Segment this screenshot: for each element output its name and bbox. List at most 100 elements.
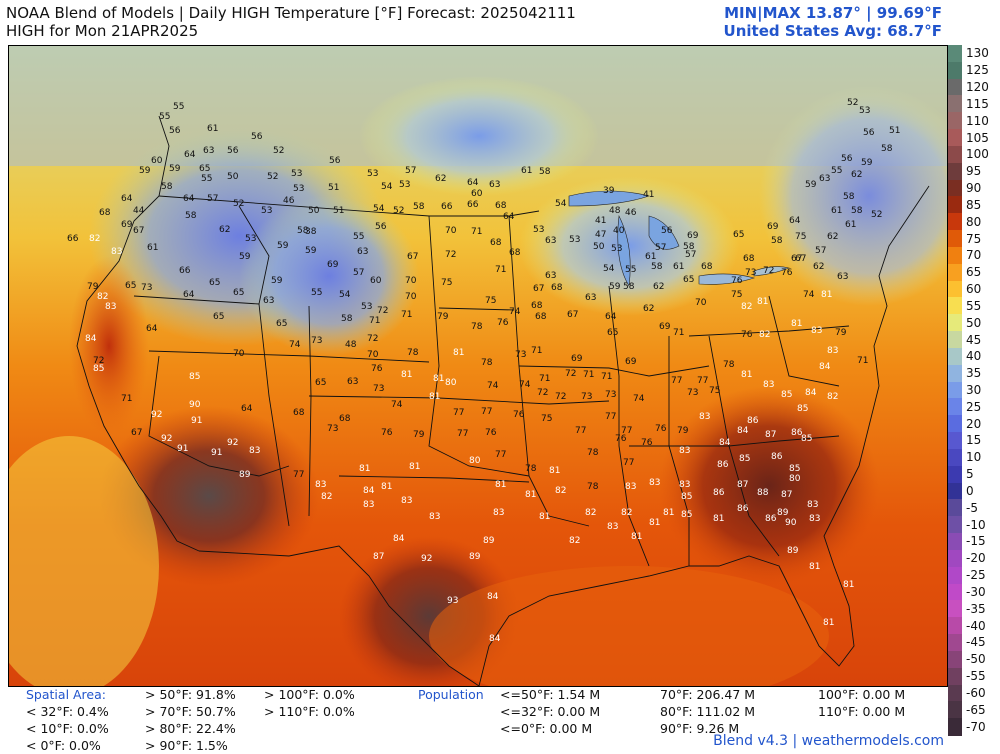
colorbar-segment	[948, 617, 962, 635]
station-temperature: 63	[263, 296, 274, 306]
station-temperature: 78	[481, 358, 493, 368]
colorbar-segment	[948, 701, 962, 719]
colorbar-segment	[948, 499, 962, 517]
station-temperature: 84	[85, 334, 97, 344]
colorbar-segment	[948, 432, 962, 450]
station-temperature: 44	[133, 206, 145, 216]
station-temperature: 50	[227, 172, 239, 182]
station-temperature: 71	[673, 328, 684, 338]
station-temperature: 56	[227, 146, 239, 156]
station-temperature: 84	[363, 486, 375, 496]
station-temperature: 68	[490, 238, 502, 248]
station-temperature: 63	[585, 293, 596, 303]
station-temperature: 70	[367, 350, 379, 360]
minmax-readout: MIN|MAX 13.87° | 99.69°F	[724, 4, 942, 22]
station-temperature: 78	[587, 482, 599, 492]
station-temperature: 59	[139, 166, 151, 176]
station-temperature: 51	[328, 183, 339, 193]
station-temperature: 71	[539, 374, 550, 384]
station-temperature: 73	[373, 384, 384, 394]
station-temperature: 53	[569, 235, 580, 245]
station-temperature: 57	[815, 246, 826, 256]
station-temperature: 81	[741, 370, 752, 380]
station-temperature: 66	[441, 202, 453, 212]
station-temperature: 52	[267, 172, 278, 182]
station-temperature: 59	[277, 241, 289, 251]
station-temperature: 67	[791, 254, 802, 264]
colorbar-tick-label: 55	[966, 298, 982, 313]
station-temperature: 55	[353, 232, 364, 242]
station-temperature: 76	[497, 318, 509, 328]
station-temperature: 77	[481, 407, 492, 417]
colorbar-tick-label: -10	[966, 517, 986, 532]
station-temperature: 83	[111, 247, 122, 257]
station-temperature: 82	[89, 234, 100, 244]
station-temperature: 68	[551, 283, 563, 293]
station-temperature: 84	[489, 634, 501, 644]
colorbar-segment	[948, 179, 962, 198]
station-temperature: 77	[495, 450, 506, 460]
title-line-1: NOAA Blend of Models | Daily HIGH Temper…	[6, 4, 576, 22]
station-temperature: 83	[679, 446, 690, 456]
footer-credit[interactable]: Blend v4.3 | weathermodels.com	[713, 733, 944, 749]
station-temperature: 58	[161, 182, 173, 192]
station-temperature: 69	[571, 354, 583, 364]
station-temperature: 70	[445, 226, 457, 236]
station-temperature: 68	[743, 254, 755, 264]
station-temperature: 84	[393, 534, 405, 544]
station-temperature: 83	[679, 480, 690, 490]
station-temperature: 73	[515, 350, 526, 360]
colorbar-tick-label: 75	[966, 231, 982, 246]
colorbar-segment	[948, 162, 962, 181]
station-temperature: 76	[371, 364, 383, 374]
colorbar-segment	[948, 263, 962, 282]
station-temperature: 76	[731, 276, 743, 286]
station-temperature: 47	[595, 230, 606, 240]
station-temperature: 78	[587, 448, 599, 458]
station-temperature: 78	[407, 348, 419, 358]
station-temperature: 58	[683, 242, 695, 252]
station-temperature: 72	[537, 388, 548, 398]
station-temperature: 55	[311, 288, 322, 298]
station-temperature: 68	[701, 262, 713, 272]
colorbar-segment	[948, 465, 962, 484]
station-temperature: 81	[401, 370, 412, 380]
station-temperature: 79	[437, 312, 449, 322]
station-temperature: 55	[625, 265, 636, 275]
temperature-map[interactable]: 55 55 56 61 63 64 56 56 52 56 60 59 59 65 50 52 53 53 54 51…	[8, 45, 948, 687]
station-temperature: 83	[809, 514, 820, 524]
station-temperature: 53	[291, 169, 302, 179]
station-temperature: 85	[681, 510, 692, 520]
station-temperature: 79	[835, 328, 847, 338]
stat-line: <=50°F: 1.54 M	[500, 687, 601, 702]
colorbar-segment	[948, 61, 962, 80]
station-temperature: 81	[713, 514, 724, 524]
colorbar-segment	[948, 684, 962, 702]
station-temperature: 78	[525, 464, 537, 474]
station-temperature: 81	[823, 618, 834, 628]
stat-line: < 10°F: 0.0%	[26, 721, 109, 736]
station-temperature: 52	[273, 146, 284, 156]
colorbar-tick-label: 25	[966, 399, 982, 414]
population-col1: Population	[418, 686, 484, 703]
station-temperature: 81	[809, 562, 820, 572]
station-temperature: 81	[359, 464, 370, 474]
stat-line: 70°F: 206.47 M	[660, 687, 756, 702]
stat-line: > 70°F: 50.7%	[145, 704, 236, 719]
station-temperature: 81	[843, 580, 854, 590]
station-temperature: 64	[789, 216, 801, 226]
station-temperature: 58	[771, 236, 783, 246]
station-temperature: 68	[535, 312, 547, 322]
station-temperature: 52	[393, 206, 404, 216]
state-borders	[76, 115, 930, 686]
station-temperature: 82	[827, 392, 838, 402]
station-temperature: 73	[745, 268, 756, 278]
station-temperature: 81	[381, 482, 392, 492]
station-temperature: 80	[445, 378, 457, 388]
station-temperature: 58	[843, 192, 855, 202]
station-temperature: 68	[509, 248, 521, 258]
colorbar-segment	[948, 364, 962, 383]
station-temperature: 71	[583, 370, 594, 380]
